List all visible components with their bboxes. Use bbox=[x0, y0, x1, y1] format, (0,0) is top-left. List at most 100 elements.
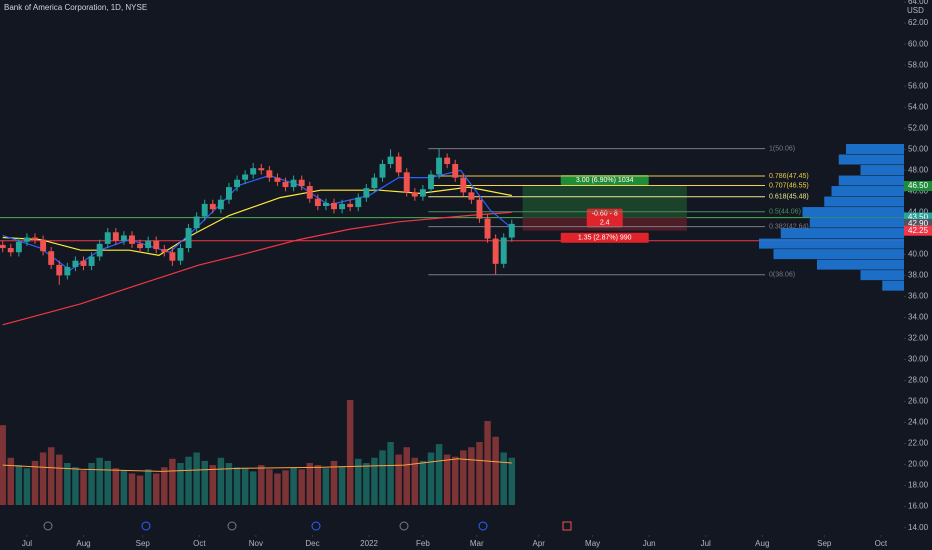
moving-average-line bbox=[2, 211, 512, 326]
volume-bar bbox=[443, 454, 451, 505]
candle-body bbox=[395, 156, 402, 173]
volume-bar bbox=[47, 447, 55, 505]
candle-body bbox=[129, 235, 135, 244]
volume-bar bbox=[120, 470, 128, 505]
volume-profile-bar bbox=[809, 217, 904, 228]
y-tick-label: 48.00 bbox=[908, 165, 929, 174]
candle-body bbox=[444, 157, 451, 164]
candle-body bbox=[355, 197, 362, 208]
candle-body bbox=[225, 187, 232, 200]
candle-body bbox=[96, 243, 103, 257]
volume-bar bbox=[427, 452, 435, 505]
volume-profile-bar bbox=[802, 207, 904, 218]
volume-bar bbox=[500, 452, 507, 505]
candle-body bbox=[339, 203, 346, 210]
y-tick-label: 22.00 bbox=[908, 439, 929, 448]
candle-body bbox=[508, 223, 515, 238]
volume-bar bbox=[104, 460, 111, 505]
y-tick-label: 58.00 bbox=[908, 60, 929, 69]
price-label: 46.50 bbox=[908, 181, 929, 190]
y-tick-label: 14.00 bbox=[908, 523, 929, 532]
event-icon[interactable] bbox=[227, 521, 237, 531]
price-label: 42.25 bbox=[908, 226, 929, 235]
y-tick-label: 56.00 bbox=[908, 81, 929, 90]
candle-body bbox=[258, 168, 265, 171]
x-tick-label: Apr bbox=[533, 539, 546, 548]
candle-body bbox=[64, 266, 71, 276]
y-tick-label: 62.00 bbox=[908, 18, 929, 27]
volume-profile-bar bbox=[817, 259, 904, 270]
x-tick-label: Sep bbox=[136, 539, 151, 548]
volume-bar bbox=[56, 454, 63, 505]
candle-body bbox=[137, 243, 144, 249]
volume-bar bbox=[241, 468, 249, 505]
price-label-box bbox=[904, 218, 932, 229]
y-tick-label: 32.00 bbox=[908, 334, 929, 343]
x-tick-label: Jun bbox=[643, 539, 656, 548]
volume-bar bbox=[152, 473, 160, 505]
event-icon[interactable] bbox=[141, 521, 151, 531]
event-icon[interactable] bbox=[399, 521, 409, 531]
event-icon[interactable] bbox=[562, 521, 572, 531]
candle-body bbox=[282, 181, 289, 188]
volume-bar bbox=[266, 469, 273, 505]
volume-profile-bar bbox=[773, 249, 904, 260]
y-tick-label: 44.00 bbox=[908, 207, 929, 216]
volume-bar bbox=[435, 444, 443, 505]
ratio-label: -0.60 - 8 bbox=[592, 210, 618, 217]
x-tick-label: Mar bbox=[470, 539, 484, 548]
volume-profile-bar bbox=[831, 186, 904, 197]
y-tick-label: 20.00 bbox=[908, 460, 929, 469]
volume-bar bbox=[31, 460, 39, 505]
volume-bar bbox=[306, 463, 314, 505]
volume-profile-bar bbox=[824, 196, 904, 207]
event-icon[interactable] bbox=[311, 521, 321, 531]
volume-bar bbox=[403, 447, 410, 505]
candle-body bbox=[322, 202, 329, 207]
candle-body bbox=[411, 192, 418, 197]
candle-body bbox=[274, 177, 281, 182]
candle-body bbox=[72, 260, 79, 267]
candle-body bbox=[145, 240, 152, 249]
volume-bar bbox=[7, 457, 15, 505]
candle-body bbox=[169, 252, 176, 261]
fib-label: 0(38.06) bbox=[769, 272, 795, 279]
x-tick-label: Oct bbox=[875, 539, 888, 548]
volume-bar bbox=[161, 467, 168, 505]
main-layer: 3.00 (6.90%) 1034 1.35 (2.87%) 990 -0.60 -… bbox=[0, 143, 904, 326]
candle-body bbox=[40, 239, 47, 252]
volume-bar bbox=[233, 467, 241, 505]
y-tick-label: 64.00 bbox=[908, 0, 929, 6]
candle-body bbox=[153, 240, 160, 250]
candle-body bbox=[7, 248, 14, 253]
candle-body bbox=[500, 237, 507, 264]
fib-label: 0.707(46.55) bbox=[769, 182, 809, 189]
volume-bar bbox=[508, 457, 516, 505]
event-icon[interactable] bbox=[478, 521, 488, 531]
candle-body bbox=[15, 241, 22, 253]
candle-body bbox=[23, 237, 30, 242]
volume-bar bbox=[15, 465, 23, 505]
price-label-box bbox=[904, 181, 932, 192]
currency-label: USD bbox=[907, 6, 924, 15]
volume-profile-bar bbox=[860, 270, 904, 281]
x-tick-label: Jul bbox=[22, 539, 32, 548]
candle-body bbox=[201, 203, 208, 217]
candle-body bbox=[266, 170, 273, 178]
volume-bar bbox=[225, 463, 233, 505]
y-tick-label: 60.00 bbox=[908, 39, 929, 48]
y-tick-label: 36.00 bbox=[908, 292, 929, 301]
candle-body bbox=[120, 235, 127, 241]
stop-label: 1.35 (2.87%) 990 bbox=[578, 235, 632, 242]
volume-bar bbox=[379, 450, 386, 505]
volume-profile-bar bbox=[846, 143, 904, 155]
volume-profile-bar bbox=[860, 165, 904, 176]
volume-bar bbox=[64, 463, 71, 505]
y-tick-label: 50.00 bbox=[908, 144, 929, 153]
candle-body bbox=[56, 264, 63, 276]
candle-body bbox=[468, 192, 475, 200]
candle-body bbox=[112, 232, 119, 241]
event-icon[interactable] bbox=[43, 521, 53, 531]
volume-bar bbox=[217, 457, 225, 505]
volume-bar bbox=[72, 467, 79, 505]
